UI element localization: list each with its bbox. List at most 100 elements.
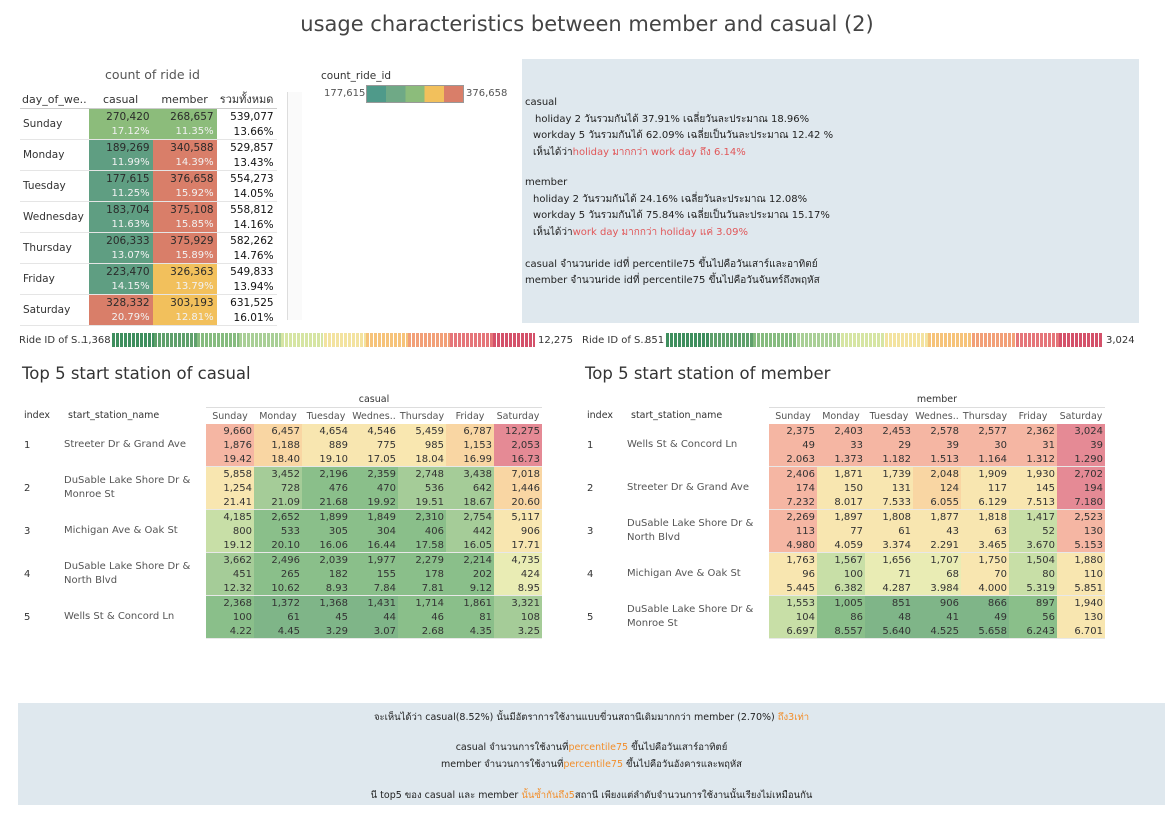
station-value-cell[interactable]: 6.701 <box>1057 624 1105 639</box>
station-value-cell[interactable]: 3.670 <box>1009 538 1057 553</box>
station-value-cell[interactable]: 7.180 <box>1057 495 1105 510</box>
station-value-cell[interactable]: 20.60 <box>494 495 542 510</box>
station-value-cell[interactable]: 17.71 <box>494 538 542 553</box>
station-value-cell[interactable]: 2,269 <box>769 509 817 524</box>
station-value-cell[interactable]: 6,457 <box>254 424 302 438</box>
total-pct-cell[interactable]: 13.43% <box>216 155 277 171</box>
station-value-cell[interactable]: 4.000 <box>961 581 1009 596</box>
total-pct-cell[interactable]: 14.16% <box>216 217 277 233</box>
station-value-cell[interactable]: 31 <box>1009 438 1057 452</box>
station-value-cell[interactable]: 61 <box>865 524 913 538</box>
station-value-cell[interactable]: 7.533 <box>865 495 913 510</box>
station-value-cell[interactable]: 6.129 <box>961 495 1009 510</box>
station-value-cell[interactable]: 4.980 <box>769 538 817 553</box>
station-value-cell[interactable]: 1,877 <box>913 509 961 524</box>
total-pct-cell[interactable]: 14.05% <box>216 186 277 202</box>
station-value-cell[interactable]: 16.06 <box>302 538 350 553</box>
casual-count-cell[interactable]: 328,332 <box>88 294 153 310</box>
column-header[interactable]: Thursday <box>962 410 1008 422</box>
column-header[interactable]: Friday <box>1018 410 1048 422</box>
station-value-cell[interactable]: 182 <box>302 567 350 581</box>
station-value-cell[interactable]: 2,359 <box>350 466 398 481</box>
station-value-cell[interactable]: 533 <box>254 524 302 538</box>
station-value-cell[interactable]: 155 <box>350 567 398 581</box>
member-pct-cell[interactable]: 15.92% <box>152 186 217 202</box>
total-count-cell[interactable]: 582,262 <box>230 234 274 247</box>
station-value-cell[interactable]: 1,818 <box>961 509 1009 524</box>
station-value-cell[interactable]: 470 <box>350 481 398 495</box>
member-count-cell[interactable]: 340,588 <box>152 139 217 155</box>
station-value-cell[interactable]: 1,567 <box>817 552 865 567</box>
station-value-cell[interactable]: 1,188 <box>254 438 302 452</box>
station-value-cell[interactable]: 2,496 <box>254 552 302 567</box>
station-value-cell[interactable]: 16.05 <box>446 538 494 553</box>
station-value-cell[interactable]: 265 <box>254 567 302 581</box>
station-value-cell[interactable]: 1,153 <box>446 438 494 452</box>
station-value-cell[interactable]: 130 <box>1057 610 1105 624</box>
station-value-cell[interactable]: 889 <box>302 438 350 452</box>
casual-count-cell[interactable]: 189,269 <box>88 139 153 155</box>
station-value-cell[interactable]: 108 <box>494 610 542 624</box>
casual-pct-cell[interactable]: 14.15% <box>88 279 153 295</box>
station-value-cell[interactable]: 2,523 <box>1057 509 1105 524</box>
station-value-cell[interactable]: 1,254 <box>206 481 254 495</box>
col-header-casual[interactable]: casual <box>88 90 153 109</box>
column-header[interactable]: Wednes.. <box>352 410 396 422</box>
station-value-cell[interactable]: 1,897 <box>817 509 865 524</box>
member-pct-cell[interactable]: 12.81% <box>152 310 217 326</box>
total-count-cell[interactable]: 529,857 <box>230 141 274 154</box>
station-value-cell[interactable]: 20.10 <box>254 538 302 553</box>
station-value-cell[interactable]: 48 <box>865 610 913 624</box>
casual-count-cell[interactable]: 206,333 <box>88 232 153 248</box>
station-value-cell[interactable]: 5.319 <box>1009 581 1057 596</box>
station-value-cell[interactable]: 3.465 <box>961 538 1009 553</box>
station-value-cell[interactable]: 8.95 <box>494 581 542 596</box>
station-value-cell[interactable]: 2,453 <box>865 424 913 438</box>
station-value-cell[interactable]: 7.513 <box>1009 495 1057 510</box>
station-value-cell[interactable]: 1,372 <box>254 595 302 610</box>
station-value-cell[interactable]: 3.07 <box>350 624 398 639</box>
station-value-cell[interactable]: 1,880 <box>1057 552 1105 567</box>
station-value-cell[interactable]: 17.05 <box>350 452 398 467</box>
station-value-cell[interactable]: 4.287 <box>865 581 913 596</box>
station-value-cell[interactable]: 174 <box>769 481 817 495</box>
station-value-cell[interactable]: 1.312 <box>1009 452 1057 467</box>
station-value-cell[interactable]: 18.67 <box>446 495 494 510</box>
station-value-cell[interactable]: 80 <box>1009 567 1057 581</box>
station-value-cell[interactable]: 150 <box>817 481 865 495</box>
station-value-cell[interactable]: 5.640 <box>865 624 913 639</box>
station-value-cell[interactable]: 2.063 <box>769 452 817 467</box>
station-value-cell[interactable]: 131 <box>865 481 913 495</box>
station-value-cell[interactable]: 6,787 <box>446 424 494 438</box>
station-value-cell[interactable]: 130 <box>1057 524 1105 538</box>
column-header[interactable]: Tuesday <box>869 410 909 422</box>
station-value-cell[interactable]: 3,024 <box>1057 424 1105 438</box>
station-value-cell[interactable]: 1,446 <box>494 481 542 495</box>
station-value-cell[interactable]: 30 <box>961 438 1009 452</box>
station-value-cell[interactable]: 16.73 <box>494 452 542 467</box>
station-value-cell[interactable]: 6.243 <box>1009 624 1057 639</box>
station-value-cell[interactable]: 1,849 <box>350 509 398 524</box>
member-count-cell[interactable]: 303,193 <box>152 294 217 310</box>
station-value-cell[interactable]: 775 <box>350 438 398 452</box>
station-value-cell[interactable]: 536 <box>398 481 446 495</box>
station-value-cell[interactable]: 45 <box>302 610 350 624</box>
col-header-total[interactable]: รวมทั้งหมด <box>216 90 277 109</box>
station-value-cell[interactable]: 5,117 <box>494 509 542 524</box>
column-header[interactable]: start_station_name <box>631 410 723 422</box>
station-value-cell[interactable]: 1.182 <box>865 452 913 467</box>
station-value-cell[interactable]: 2,368 <box>206 595 254 610</box>
station-value-cell[interactable]: 71 <box>865 567 913 581</box>
station-value-cell[interactable]: 2,578 <box>913 424 961 438</box>
column-header[interactable]: Sunday <box>212 410 248 422</box>
casual-pct-cell[interactable]: 20.79% <box>88 310 153 326</box>
station-value-cell[interactable]: 1,368 <box>302 595 350 610</box>
column-header[interactable]: Thursday <box>399 410 445 422</box>
station-value-cell[interactable]: 52 <box>1009 524 1057 538</box>
station-value-cell[interactable]: 2,375 <box>769 424 817 438</box>
station-value-cell[interactable]: 77 <box>817 524 865 538</box>
station-value-cell[interactable]: 145 <box>1009 481 1057 495</box>
column-header[interactable]: Tuesday <box>306 410 346 422</box>
total-pct-cell[interactable]: 13.66% <box>216 124 277 140</box>
station-value-cell[interactable]: 642 <box>446 481 494 495</box>
